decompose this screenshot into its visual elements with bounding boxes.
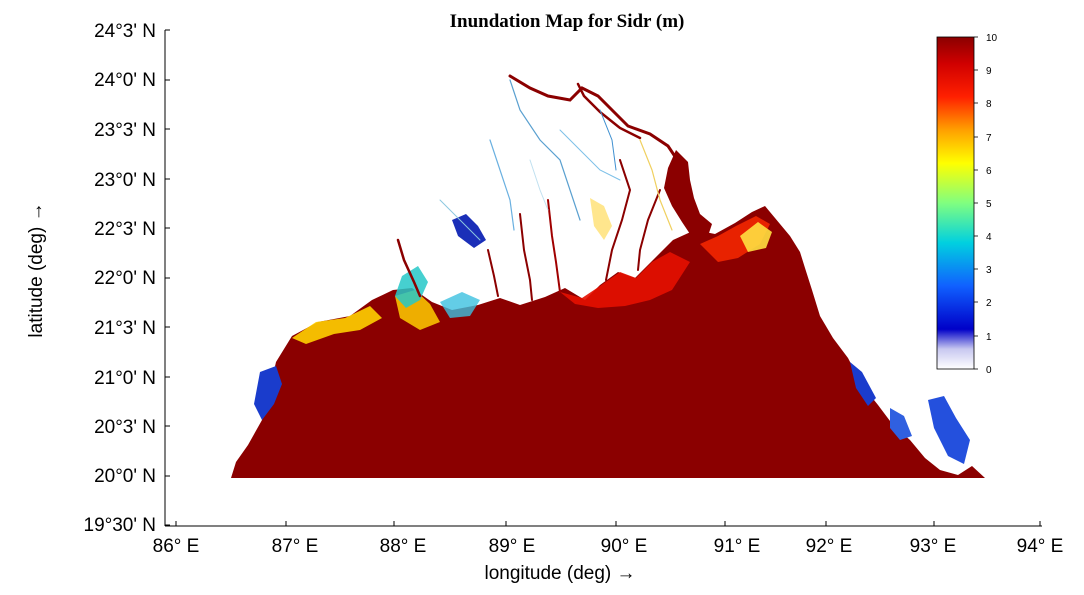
river-channel — [396, 238, 422, 298]
river-channel — [487, 249, 499, 297]
y-axis-ticks: 24°3' N 24°0' N 23°3' N 23°0' N 22°3' N … — [84, 21, 170, 536]
x-tick-label: 94° E — [1017, 536, 1064, 557]
colorbar-tick-label: 8 — [986, 99, 992, 110]
colorbar-tick-label: 5 — [986, 199, 992, 210]
colorbar: 10 9 8 7 6 5 4 3 2 1 0 — [936, 33, 998, 376]
mid-inundation-west — [292, 306, 382, 344]
river-channel — [576, 82, 642, 140]
colorbar-tick-label: 4 — [986, 232, 992, 243]
deep-inundation-area — [231, 206, 985, 478]
y-tick-label: 23°0' N — [94, 170, 156, 191]
map-title: Inundation Map for Sidr (m) — [450, 11, 685, 32]
colorbar-tick-label: 3 — [986, 265, 992, 276]
mid-inundation-rivers — [590, 198, 612, 240]
river-channel — [605, 159, 632, 281]
x-tick-label: 88° E — [380, 536, 427, 557]
x-tick-label: 92° E — [806, 536, 853, 557]
river-channel — [509, 79, 581, 221]
colorbar-tick-label: 9 — [986, 66, 992, 77]
colorbar-gradient — [936, 36, 975, 370]
colorbar-tick-label: 0 — [986, 365, 992, 376]
very-low-inundation-far-east — [928, 396, 970, 464]
colorbar-tick-label: 10 — [986, 33, 998, 44]
very-low-inundation-east — [850, 362, 876, 406]
very-low-inundation-north — [452, 214, 486, 248]
x-tick-label: 91° E — [714, 536, 761, 557]
y-tick-label: 20°3' N — [94, 417, 156, 438]
river-channel — [519, 213, 533, 301]
x-tick-label: 86° E — [153, 536, 200, 557]
river-channel — [639, 139, 673, 231]
river-channel — [559, 129, 621, 181]
y-tick-label: 22°3' N — [94, 219, 156, 240]
mid-inundation-east — [740, 222, 772, 252]
colorbar-tick-label: 7 — [986, 133, 992, 144]
x-tick-label: 89° E — [489, 536, 536, 557]
y-tick-label: 20°0' N — [94, 466, 156, 487]
river-channel — [689, 247, 701, 269]
river-channel — [529, 159, 549, 211]
low-inundation-sundarbans — [440, 292, 480, 318]
colorbar-tick-label: 2 — [986, 298, 992, 309]
y-tick-label: 21°0' N — [94, 368, 156, 389]
colorbar-tick-label: 6 — [986, 166, 992, 177]
x-tick-label: 93° E — [910, 536, 957, 557]
x-axis-ticks: 86° E 87° E 88° E 89° E 90° E 91° E 92° … — [153, 521, 1064, 557]
y-tick-label: 22°0' N — [94, 268, 156, 289]
y-tick-label: 24°0' N — [94, 70, 156, 91]
low-inundation-west — [395, 266, 428, 308]
very-low-inundation-coast — [890, 408, 912, 440]
y-tick-label: 19°30' N — [84, 515, 157, 536]
river-network — [396, 74, 701, 301]
colorbar-tick-label: 1 — [986, 332, 992, 343]
x-tick-label: 90° E — [601, 536, 648, 557]
x-tick-label: 87° E — [272, 536, 319, 557]
very-low-inundation-west — [254, 366, 282, 420]
river-channel — [439, 199, 481, 241]
river-channel — [508, 74, 678, 160]
river-channel — [599, 109, 617, 171]
high-inundation-band — [560, 252, 690, 308]
river-channel — [489, 139, 515, 231]
y-tick-label: 21°3' N — [94, 318, 156, 339]
y-tick-label: 24°3' N — [94, 21, 156, 42]
river-channel — [637, 189, 661, 271]
y-tick-label: 23°3' N — [94, 120, 156, 141]
y-axis-label: latitude (deg) → — [26, 202, 47, 337]
river-channel — [547, 199, 561, 293]
x-axis-label: longitude (deg) → — [484, 563, 635, 584]
main-river-estuary — [664, 150, 712, 240]
inundation-field — [231, 74, 985, 478]
